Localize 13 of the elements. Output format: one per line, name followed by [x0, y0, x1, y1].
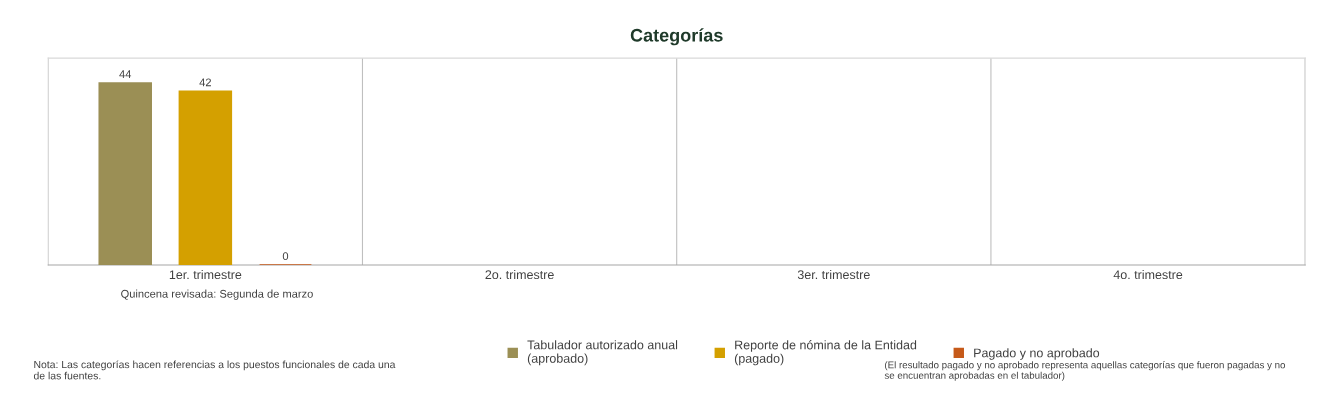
text: Quincena revisada: Segunda de marzo	[121, 289, 313, 300]
data-label: 44	[119, 70, 132, 78]
x-tick-label: 2o. trimestre	[485, 269, 554, 280]
chart-title: Categorías	[630, 28, 723, 46]
x-tick-label: 1er. trimestre	[169, 269, 242, 280]
text: (El resultado pagado y no aprobado representa aquellas categorías que fueron pagadas y no se encuentran aprobadas en el tabulador)	[884, 361, 1286, 381]
legend-label: Tabulador autorizado anual (aprobado)	[527, 340, 678, 366]
x-tick-label: 3er. trimestre	[797, 269, 870, 280]
x-tick-label: 4o. trimestre	[1113, 269, 1183, 280]
data-label: 0	[282, 252, 289, 261]
text: Nota: Las categorías hacen referencias a los puestos funcionales de cada una de las fuentes.	[33, 360, 396, 380]
data-label: 42	[199, 78, 211, 87]
legend-label: Pagado y no aprobado	[974, 348, 1100, 360]
